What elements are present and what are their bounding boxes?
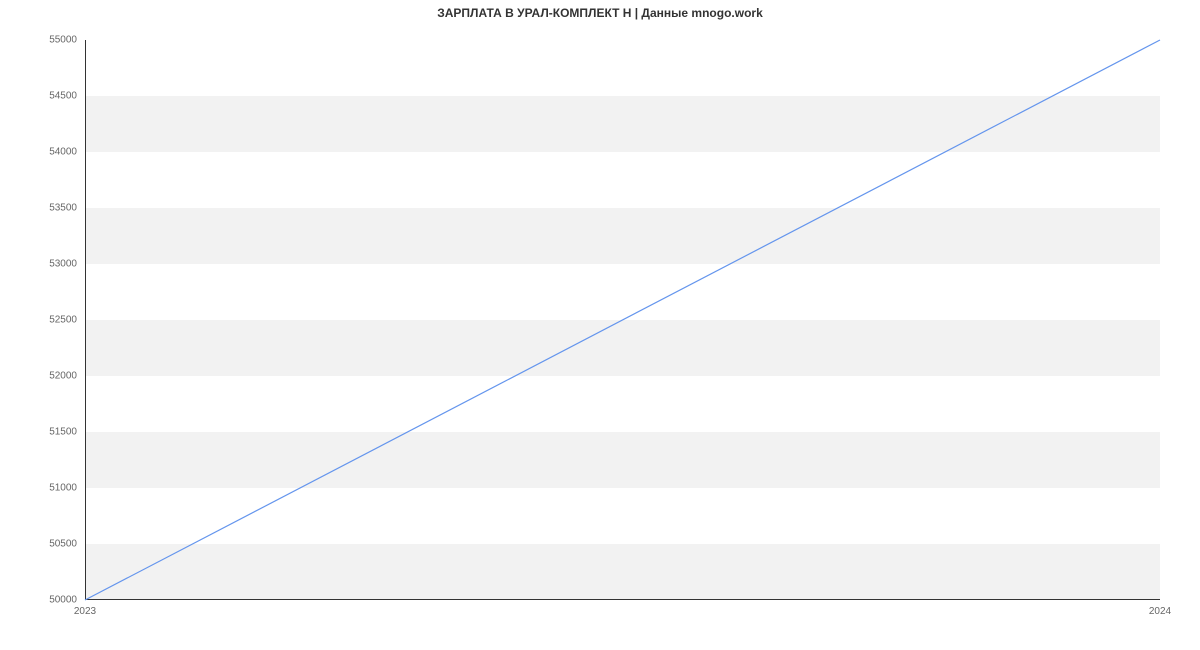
y-tick-label: 54000 bbox=[27, 147, 77, 158]
y-tick-label: 51500 bbox=[27, 427, 77, 438]
x-tick-label: 2024 bbox=[1149, 606, 1171, 617]
y-tick-label: 54500 bbox=[27, 91, 77, 102]
y-tick-label: 55000 bbox=[27, 35, 77, 46]
x-tick-label: 2023 bbox=[74, 606, 96, 617]
salary-chart: ЗАРПЛАТА В УРАЛ-КОМПЛЕКТ Н | Данные mnog… bbox=[0, 0, 1200, 650]
y-tick-label: 52500 bbox=[27, 315, 77, 326]
series-layer bbox=[85, 40, 1160, 600]
chart-title: ЗАРПЛАТА В УРАЛ-КОМПЛЕКТ Н | Данные mnog… bbox=[0, 6, 1200, 20]
y-tick-label: 53500 bbox=[27, 203, 77, 214]
y-tick-label: 51000 bbox=[27, 483, 77, 494]
y-tick-label: 53000 bbox=[27, 259, 77, 270]
series-salary bbox=[85, 40, 1160, 600]
plot-area: 5000050500510005150052000525005300053500… bbox=[85, 40, 1160, 600]
y-tick-label: 50500 bbox=[27, 539, 77, 550]
y-tick-label: 50000 bbox=[27, 595, 77, 606]
y-tick-label: 52000 bbox=[27, 371, 77, 382]
